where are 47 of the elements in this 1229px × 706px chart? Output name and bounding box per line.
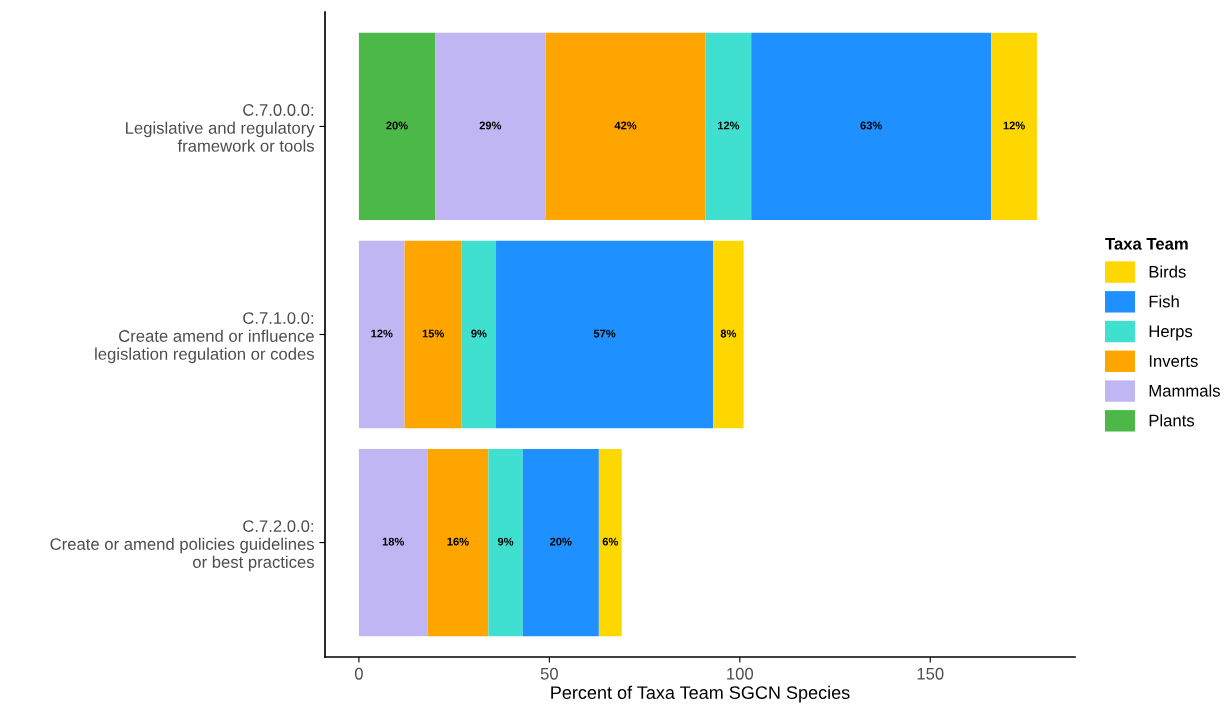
data-label: 57% [593,329,616,338]
data-label: 15% [422,329,444,338]
bar [488,448,523,637]
x-tick-label: 0 [354,667,363,680]
data-label: 8% [720,329,737,338]
bar [991,32,1037,221]
bar [427,448,489,637]
bar [598,448,622,637]
data-label: 9% [471,329,487,338]
data-label: 6% [602,537,619,546]
data-label: 20% [386,121,408,130]
bar [404,240,462,429]
data-label: 9% [497,537,514,546]
bar [358,240,405,429]
x-tick-label: 50 [540,667,558,680]
bar [461,240,497,429]
legend-label: Herps [1149,325,1193,341]
bar [358,448,428,637]
x-tick-label: 100 [727,667,754,680]
bar [496,240,714,429]
legend-label: Birds [1149,265,1186,278]
legend-label: Inverts [1149,355,1198,367]
y-tick-label: C.7.0.0.0: Legislative and regulatory framework or tools [126,104,315,152]
data-label: 42% [614,121,637,130]
bar [435,32,546,221]
data-label: 16% [447,537,469,546]
bar [522,448,599,637]
x-axis-title: Percent of Taxa Team SGCN Species [551,685,850,703]
bar [751,32,992,221]
bar [358,32,436,221]
data-label: 18% [382,537,405,546]
bar [545,32,706,221]
legend-label: Fish [1149,295,1179,308]
y-tick-label: C.7.1.0.0: Create amend or influence legislation regulation or codes [95,312,314,364]
x-tick-label: 150 [917,667,944,680]
legend-title: Taxa Team [1105,238,1188,250]
legend-label: Mammals [1149,384,1220,397]
bar [705,32,752,221]
data-label: 29% [479,121,502,130]
data-label: 12% [1003,121,1025,130]
bar [713,240,744,429]
data-label: 12% [371,329,393,338]
y-tick-label: C.7.2.0.0: Create or amend policies guidelines or best practices [50,520,314,572]
data-label: 12% [717,121,740,130]
data-label: 63% [860,121,883,130]
legend-label: Plants [1149,414,1195,427]
data-label: 20% [550,537,572,546]
